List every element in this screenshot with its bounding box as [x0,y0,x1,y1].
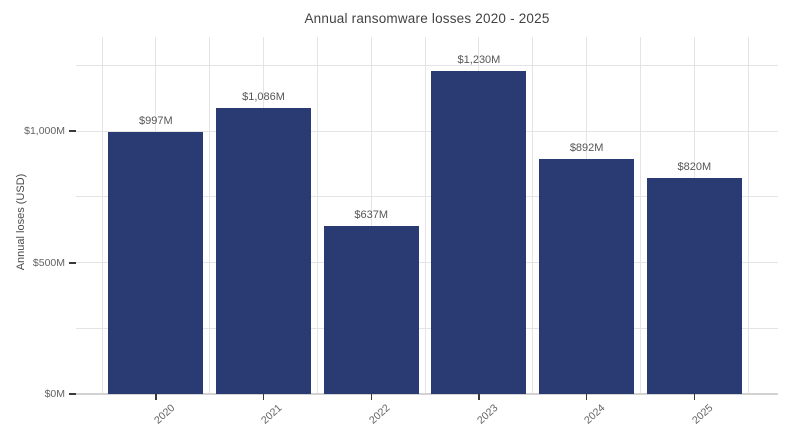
x-tick-mark [478,394,480,400]
bar [646,178,742,394]
x-axis-line [76,393,778,395]
v-gridline [370,37,372,394]
h-gridline [76,196,778,198]
x-tick-label: 2024 [582,402,608,427]
bar-value-label: $637M [354,209,389,222]
bar-value-label: $997M [139,114,173,127]
x-tick-mark [262,394,265,400]
y-tick-mark [69,261,76,264]
y-tick-mark [69,393,76,395]
v-gridline [640,37,641,394]
bar [323,226,419,394]
bar [108,131,204,394]
x-tick-label: 2022 [366,402,393,427]
h-gridline [76,327,778,329]
x-tick-label: 2021 [259,402,285,427]
h-gridline [76,262,778,263]
v-gridline [316,37,318,394]
v-gridline [532,37,534,394]
x-tick-label: 2020 [151,402,177,427]
x-tick-mark [370,394,372,400]
x-tick-mark [155,394,157,400]
h-gridline [76,64,778,66]
chart-title: Annual ransomware losses 2020 - 2025 [304,11,550,26]
h-gridline [76,130,778,132]
bar-value-label: $1,086M [242,91,285,104]
y-tick-mark [69,130,76,132]
x-tick-mark [585,394,588,400]
x-tick-label: 2023 [474,402,500,427]
v-gridline [424,37,426,394]
bar-value-label: $820M [677,161,712,174]
x-tick-label: 2025 [690,402,716,427]
v-gridline [209,37,211,394]
v-gridline [101,37,103,394]
bar [216,108,312,394]
bar-value-label: $892M [569,142,604,155]
bar [431,70,527,394]
y-tick-label: $0M [44,388,65,400]
x-tick-mark [693,394,696,400]
v-gridline [747,37,749,394]
y-tick-label: $1,000M [24,125,65,137]
bar-value-label: $1,230M [457,53,501,66]
bar [539,159,635,394]
y-tick-label: $500M [32,256,65,269]
